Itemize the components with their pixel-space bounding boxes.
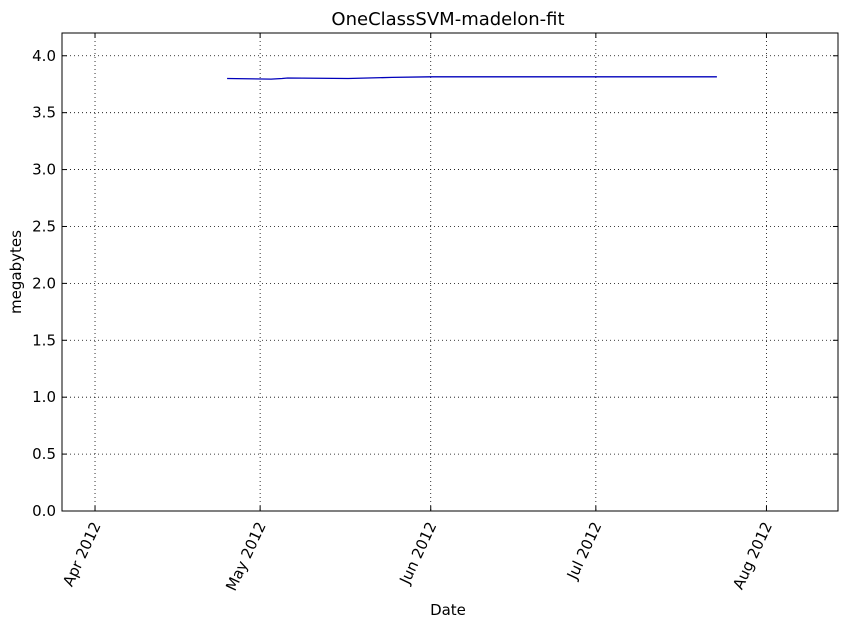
y-tick-label: 1.5 — [32, 331, 56, 349]
chart-title: OneClassSVM-madelon-fit — [331, 9, 564, 30]
y-axis-label: megabytes — [7, 230, 25, 314]
series-group — [227, 76, 717, 80]
gridlines — [62, 33, 838, 511]
y-tick-label: 3.5 — [32, 104, 56, 122]
y-tick-label: 1.0 — [32, 388, 56, 406]
x-axis-label: Date — [430, 601, 466, 619]
y-tick-labels: 0.0 0.5 1.0 1.5 2.0 2.5 3.0 3.5 4.0 — [32, 47, 56, 520]
tick-marks — [62, 33, 838, 512]
y-tick-label: 3.0 — [32, 161, 56, 179]
y-tick-label: 2.0 — [32, 274, 56, 292]
plot-area — [62, 33, 838, 511]
plot-frame — [61, 32, 839, 512]
y-tick-label: 2.5 — [32, 217, 56, 235]
series-line — [227, 76, 717, 80]
y-tick-label: 0.0 — [32, 502, 56, 520]
y-tick-label: 4.0 — [32, 47, 56, 65]
y-tick-label: 0.5 — [32, 445, 56, 463]
